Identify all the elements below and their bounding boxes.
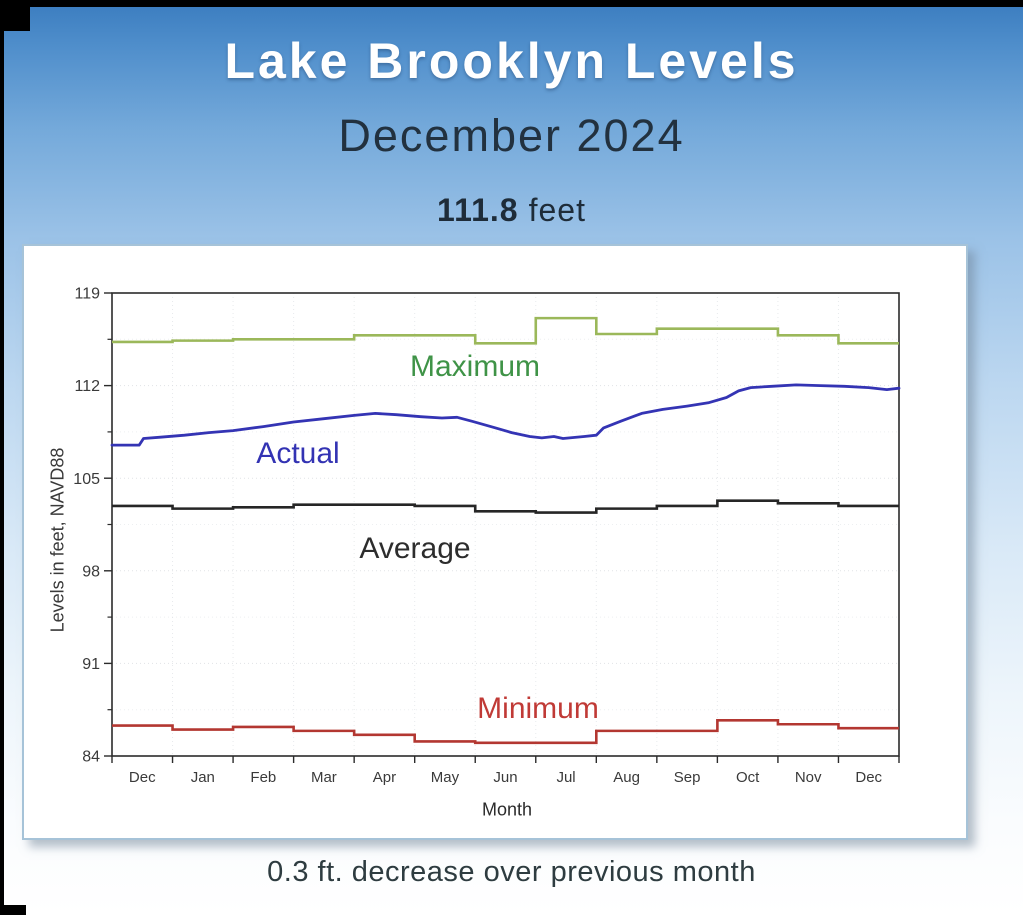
x-axis-title: Month <box>481 799 533 820</box>
maximum-line <box>112 316 899 345</box>
y-tick-label: 98 <box>82 563 100 580</box>
current-level-value: 111.8 <box>437 192 519 228</box>
report-month: December 2024 <box>338 110 685 161</box>
x-tick-label: Jan <box>191 769 215 786</box>
y-tick-label: 119 <box>74 286 100 303</box>
y-tick-label: 91 <box>82 656 100 673</box>
average-line <box>112 499 899 514</box>
series-label-average: Average <box>359 532 471 565</box>
x-tick-label: Dec <box>855 769 882 786</box>
x-tick-label: Jun <box>493 769 517 786</box>
series-label-maximum: Maximum <box>409 350 541 383</box>
series-label-minimum: Minimum <box>477 692 599 725</box>
x-tick-label: Oct <box>736 769 760 786</box>
plot-border <box>111 292 900 757</box>
x-tick-label: Aug <box>613 769 640 786</box>
x-tick-label: Nov <box>795 769 822 786</box>
photo-edge-corner-topleft <box>0 0 30 31</box>
y-tick-label: 112 <box>74 378 100 395</box>
x-tick-label: Apr <box>373 769 396 786</box>
x-tick-label: Dec <box>129 769 156 786</box>
current-level-stat: 111.8 feet <box>0 192 1023 229</box>
photo-edge-left <box>0 0 4 915</box>
lake-levels-chart: 119 112 105 98 91 84 Dec Jan Feb Mar Apr May Jun Jul A… <box>73 286 901 786</box>
chart-panel: Levels in feet, NAVD88 119 112 105 98 91 84 De… <box>22 244 968 840</box>
x-tick-label: Sep <box>674 769 701 786</box>
photo-edge-corner-bottomleft <box>0 905 26 915</box>
change-caption: 0.3 ft. decrease over previous month <box>267 856 756 888</box>
x-tick-label: Mar <box>311 769 337 786</box>
series-label-actual: Actual <box>256 437 340 470</box>
page-title: Lake Brooklyn Levels <box>224 33 799 89</box>
y-tick-label: 84 <box>82 749 100 766</box>
photo-edge-top <box>0 0 1023 7</box>
actual-line <box>110 383 901 447</box>
y-tick-label: 105 <box>73 471 100 488</box>
minimum-line <box>112 718 899 745</box>
x-tick-label: Jul <box>556 769 575 786</box>
x-tick-label: Feb <box>250 769 276 786</box>
axes: 119 112 105 98 91 84 Dec Jan Feb Mar Apr May Jun Jul A… <box>73 286 900 786</box>
current-level-unit: feet <box>528 192 586 228</box>
x-tick-label: May <box>431 769 460 786</box>
